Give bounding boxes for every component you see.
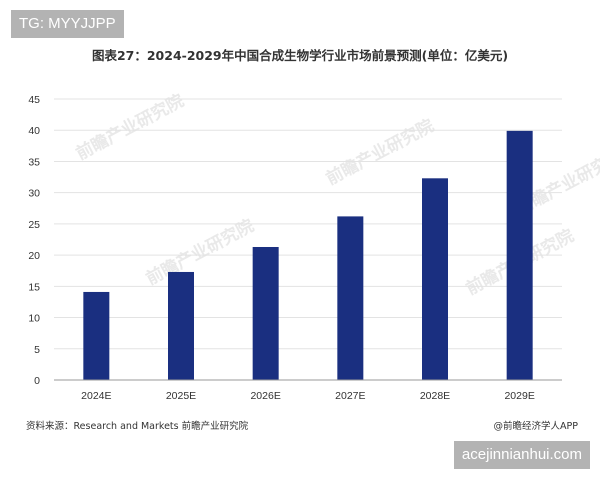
watermark-text-2: 前瞻产业研究院 <box>322 115 437 189</box>
source-note: 资料来源：Research and Markets 前瞻产业研究院 <box>26 421 249 432</box>
bars <box>83 130 533 380</box>
watermark-text-3: 前瞻产业研究院 <box>142 215 257 289</box>
y-tick-label-25: 25 <box>28 219 40 231</box>
y-tick-label-30: 30 <box>28 188 40 200</box>
y-tick-label-35: 35 <box>28 156 40 168</box>
chart-title: 图表27：2024-2029年中国合成生物学行业市场前景预测(单位：亿美元) <box>91 48 509 63</box>
bar-2025E <box>168 271 194 380</box>
bar-2027E <box>337 216 364 380</box>
y-tick-label-40: 40 <box>28 125 40 137</box>
bar-2026E <box>252 246 279 380</box>
tg-badge: TG: MYYJJPP <box>11 10 124 38</box>
x-tick-label-2024E: 2024E <box>81 390 111 402</box>
watermark-text-1: 前瞻产业研究院 <box>72 90 187 164</box>
y-tick-label-10: 10 <box>28 313 40 325</box>
y-tick-label-45: 45 <box>28 94 40 106</box>
credit-note: @前瞻经济学人APP <box>493 421 578 432</box>
x-tick-label-2029E: 2029E <box>504 390 534 402</box>
bar-2029E <box>506 130 533 380</box>
site-badge: acejinnianhui.com <box>453 441 590 469</box>
gridlines <box>54 98 562 350</box>
axis-labels: 0 5 10 15 20 25 30 35 40 45 2024E 2025E 2026E 2027E 20… <box>28 94 535 402</box>
x-tick-label-2026E: 2026E <box>250 390 280 402</box>
x-tick-label-2028E: 2028E <box>420 390 450 402</box>
bar-2024E <box>83 291 110 380</box>
y-tick-label-0: 0 <box>34 375 40 387</box>
y-tick-label-15: 15 <box>28 281 40 293</box>
bar-2028E <box>422 178 448 380</box>
x-tick-label-2025E: 2025E <box>166 390 196 402</box>
y-tick-label-5: 5 <box>34 344 40 356</box>
y-tick-label-20: 20 <box>28 250 40 262</box>
x-tick-label-2027E: 2027E <box>335 390 365 402</box>
